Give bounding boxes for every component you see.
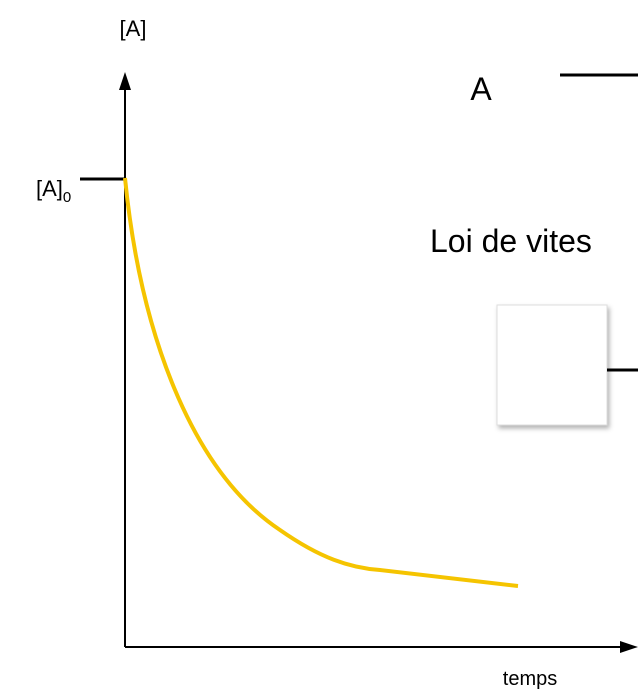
blank-box xyxy=(496,304,608,426)
y-axis-arrow xyxy=(119,72,131,90)
initial-level-label: [A]0 xyxy=(36,176,71,206)
decay-curve xyxy=(123,177,519,588)
reactant-label: A xyxy=(470,71,492,107)
initial-level-text: [A] xyxy=(36,176,63,201)
x-axis-arrow xyxy=(620,641,638,653)
initial-level-subscript: 0 xyxy=(63,189,71,206)
rate-law-label: Loi de vites xyxy=(430,223,592,259)
y-axis-label: [A] xyxy=(120,16,147,41)
x-axis-label: temps xyxy=(503,668,557,690)
